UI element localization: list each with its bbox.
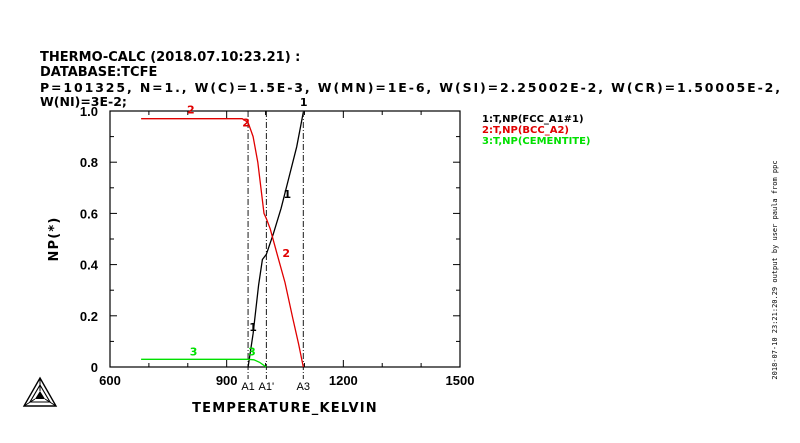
header-line-2: DATABASE:TCFE [40, 65, 157, 80]
x-tick-label: 1200 [329, 373, 358, 388]
legend: 1:T,NP(FCC_A1#1)2:T,NP(BCC_A2)3:T,NP(CEM… [482, 114, 591, 147]
curve-number-label: 2 [242, 116, 250, 129]
x-axis-title: TEMPERATURE_KELVIN [192, 401, 378, 416]
series-line [141, 118, 304, 368]
y-tick-label: 1.0 [80, 104, 98, 119]
header-line-4: W(NI)=3E-2; [40, 94, 127, 109]
curve-number-label: 1 [300, 96, 308, 109]
curve-number-label: 1 [249, 321, 257, 334]
x-tick-label: 600 [99, 373, 121, 388]
curve-number-label: 3 [248, 345, 256, 358]
legend-entry: 2:T,NP(BCC_A2) [482, 125, 569, 136]
header-line-3: P=101325, N=1., W(C)=1.5E-3, W(MN)=1E-6,… [40, 80, 780, 95]
x-tick-label: 1500 [446, 373, 475, 388]
y-tick-label: 0.8 [80, 155, 98, 170]
transition-label: A3 [297, 381, 310, 393]
series-line [141, 358, 267, 368]
curve-number-label: 2 [282, 247, 290, 260]
side-output-text: 2018-07-10 23:21:20.29 output by user pa… [771, 160, 779, 379]
y-axis-title: NP(*) [47, 216, 62, 261]
transition-annotations: A1 A1' A3 [241, 111, 310, 393]
axis-ticks: 600 900 1200 1500 0 0.2 0.4 0.6 0.8 1.0 [80, 104, 475, 388]
x-tick-label: 900 [216, 373, 238, 388]
series-line [247, 112, 304, 368]
y-tick-label: 0 [91, 360, 98, 375]
curve-number-label: 2 [187, 104, 195, 117]
transition-label: A1' [259, 381, 275, 393]
y-tick-label: 0.6 [80, 206, 98, 221]
header-line-1: THERMO-CALC (2018.07.10:23.21) : [40, 50, 300, 65]
plot-frame [109, 110, 461, 368]
curve-labels: 1 1 1 2 2 2 3 3 [187, 96, 307, 359]
legend-entry: 1:T,NP(FCC_A1#1) [482, 114, 584, 125]
y-tick-label: 0.4 [80, 258, 99, 273]
thermo-calc-triangle-icon [22, 376, 58, 407]
y-tick-label: 0.2 [80, 309, 98, 324]
curve-number-label: 1 [284, 188, 292, 201]
transition-label: A1 [241, 381, 254, 393]
series-lines [141, 112, 304, 368]
legend-entry: 3:T,NP(CEMENTITE) [482, 136, 591, 147]
curve-number-label: 3 [190, 345, 198, 358]
